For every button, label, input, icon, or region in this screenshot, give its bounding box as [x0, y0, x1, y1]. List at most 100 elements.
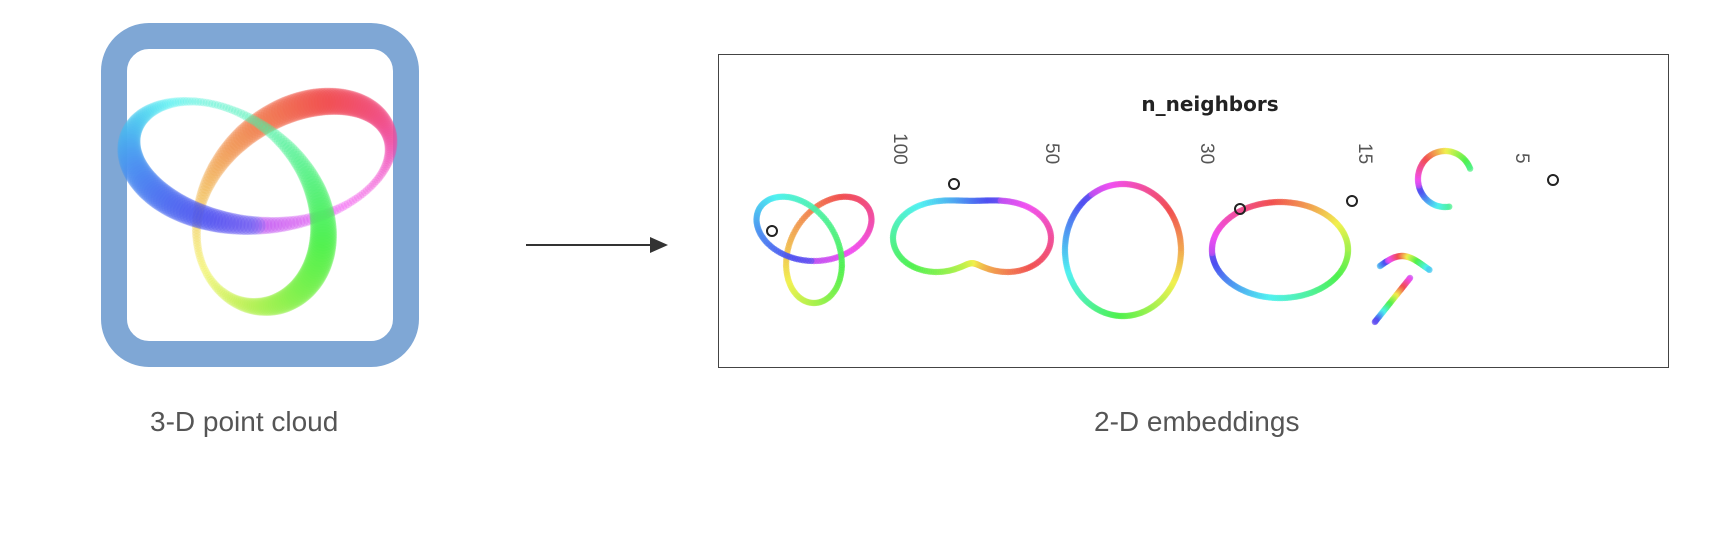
trefoil-point [222, 136, 244, 158]
trefoil-point [239, 297, 255, 313]
trefoil-point [117, 137, 142, 162]
trefoil-point [131, 111, 148, 128]
trefoil-point [222, 103, 231, 112]
trefoil-point [346, 198, 355, 207]
trefoil-point [199, 98, 208, 107]
trefoil-point [137, 174, 166, 203]
trefoil-point [383, 132, 398, 147]
trefoil-point [271, 97, 299, 125]
trefoil-point [192, 233, 202, 242]
trefoil-point [122, 120, 142, 141]
trefoil-point [220, 212, 243, 235]
trefoil-point [358, 190, 367, 198]
trefoil-point [117, 133, 141, 158]
trefoil-point [378, 166, 388, 176]
embeddings-panel [718, 54, 1669, 368]
trefoil-point [309, 199, 335, 225]
trefoil-point [244, 113, 255, 123]
trefoil-point [302, 175, 325, 198]
trefoil-point [292, 270, 320, 298]
right-arrow-icon [526, 237, 668, 253]
trefoil-point [271, 131, 285, 145]
trefoil-point [335, 90, 362, 116]
trefoil-point [247, 114, 258, 125]
trefoil-point [364, 184, 373, 193]
trefoil-point [375, 115, 394, 134]
trefoil-point [219, 289, 231, 301]
highlight-marker [1547, 174, 1559, 186]
trefoil-point [308, 87, 336, 116]
trefoil-point [185, 97, 195, 106]
trefoil-point [118, 146, 145, 173]
trefoil-point [249, 297, 267, 316]
trefoil-point [122, 155, 150, 183]
trefoil-point [232, 124, 256, 148]
trefoil-point [235, 296, 251, 312]
trefoil-point [209, 279, 219, 289]
trefoil-point [277, 286, 301, 311]
trefoil-point [268, 98, 296, 126]
trefoil-point [216, 102, 225, 110]
trefoil-point [145, 103, 159, 117]
trefoil-point [265, 100, 293, 127]
trefoil-point [120, 152, 147, 179]
trefoil-point [225, 104, 234, 114]
trefoil-point [293, 89, 322, 118]
trefoil-point [169, 97, 180, 108]
trefoil-point [302, 253, 331, 282]
trefoil-point [308, 234, 336, 262]
trefoil-point [260, 103, 287, 130]
trefoil-point [127, 163, 155, 192]
trefoil-point [335, 203, 345, 213]
trefoil-point [269, 129, 283, 143]
trefoil-point [251, 216, 269, 235]
trefoil-point [217, 212, 240, 234]
trefoil-point [300, 170, 322, 192]
trefoil-point [254, 297, 274, 316]
trefoil-point [382, 158, 393, 169]
trefoil-point [306, 212, 319, 225]
trefoil-point [228, 214, 249, 235]
highlight-marker [1234, 203, 1246, 215]
trefoil-point [298, 165, 318, 186]
trefoil-point [209, 155, 228, 174]
trefoil-point [220, 139, 241, 160]
trefoil-point [247, 216, 266, 235]
trefoil-point [285, 146, 302, 163]
trefoil-point [117, 139, 142, 164]
trefoil-point [192, 238, 202, 248]
trefoil-point [129, 112, 147, 130]
trefoil-point [291, 272, 318, 300]
trefoil-point [131, 169, 160, 197]
trefoil-point [249, 109, 276, 136]
trefoil-point [137, 106, 153, 122]
trefoil-point [299, 260, 327, 289]
trefoil-point [193, 200, 206, 213]
trefoil-point [282, 93, 311, 121]
trefoil-point [241, 111, 252, 122]
trefoil-point [376, 117, 395, 135]
trefoil-point [382, 156, 394, 167]
trefoil-point [243, 216, 263, 235]
trefoil-point [371, 109, 391, 130]
trefoil-point [382, 130, 398, 146]
trefoil-point [124, 159, 152, 187]
trefoil-point [371, 177, 381, 186]
trefoil-point [302, 213, 315, 226]
trefoil-point [195, 251, 204, 260]
trefoil-point [301, 173, 323, 195]
embedding-5b [1376, 252, 1433, 273]
trefoil-point [197, 256, 206, 265]
trefoil-point [119, 127, 141, 149]
trefoil-point [302, 88, 331, 117]
trefoil-point [233, 107, 243, 117]
trefoil-point [209, 210, 233, 234]
trefoil-point [296, 163, 317, 183]
trefoil-point [213, 284, 224, 295]
trefoil-point [230, 295, 244, 309]
trefoil-point [133, 170, 162, 199]
embedding-point [1466, 165, 1474, 172]
trefoil-point [290, 153, 309, 171]
trefoil-point [202, 208, 227, 233]
trefoil-point [254, 216, 273, 235]
